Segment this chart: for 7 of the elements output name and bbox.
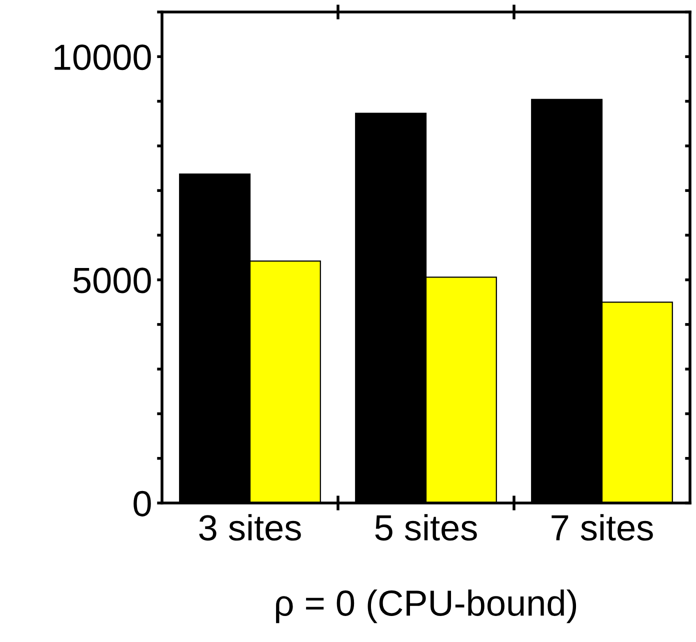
x-tick-label: 3 sites bbox=[199, 514, 301, 541]
y-tick-label: 10000 bbox=[54, 44, 151, 70]
x-tick-label: 7 sites bbox=[552, 514, 653, 541]
y-tick-label: 5000 bbox=[73, 268, 151, 294]
x-axis-title: ρ = 0 (CPU-bound) bbox=[276, 589, 576, 624]
y-tick-label: 0 bbox=[134, 490, 151, 516]
x-tick-label: 5 sites bbox=[375, 514, 477, 541]
